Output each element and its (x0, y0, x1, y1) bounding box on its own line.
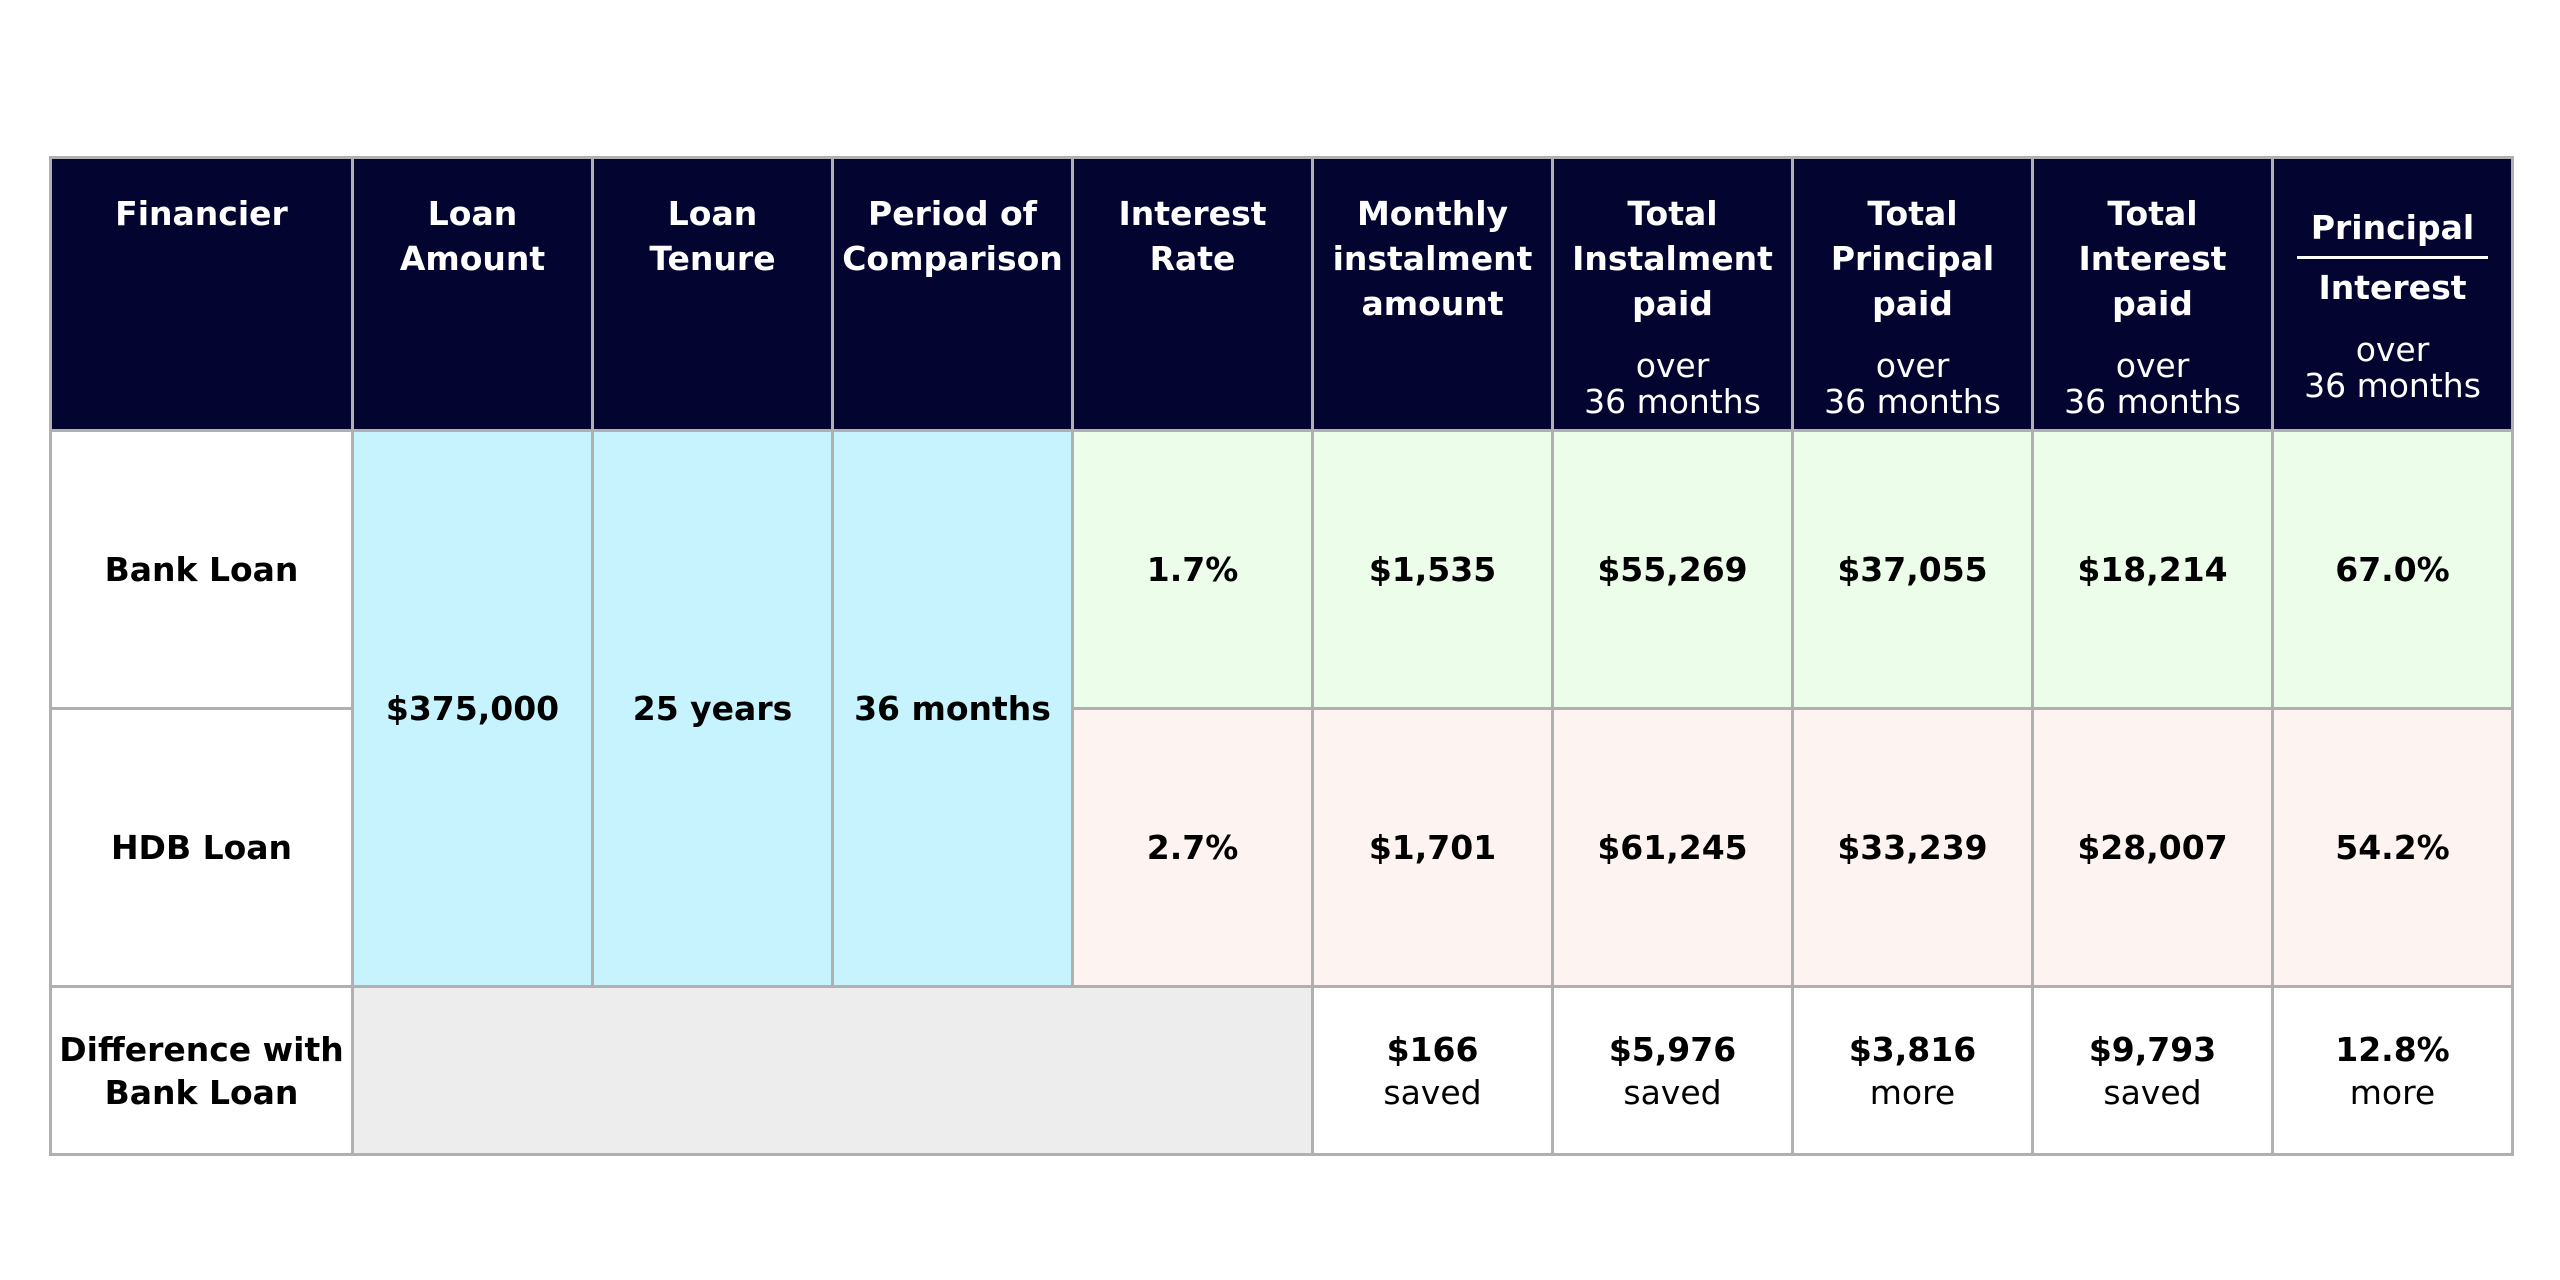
principal-interest-ratio-cell: 67.0% (2271, 429, 2514, 710)
total-instalment-cell: $55,269 (1551, 429, 1794, 710)
principal-difference-cell: $3,816 more (1791, 985, 2034, 1156)
principal-interest-ratio-cell: 54.2% (2271, 707, 2514, 988)
difference-value: 12.8% (2335, 1029, 2450, 1069)
header-total-interest: Total Interest paid over 36 months (2031, 156, 2274, 432)
header-monthly-instalment: Monthly instalment amount (1311, 156, 1554, 432)
monthly-difference-cell: $166 saved (1311, 985, 1554, 1156)
months-label: 36 months (2064, 382, 2241, 421)
blank-cell (351, 985, 1314, 1156)
over-label: over (2355, 330, 2430, 369)
period-cell: 36 months (831, 429, 1074, 988)
over-label: over (1635, 346, 1710, 385)
instalment-difference-cell: $5,976 saved (1551, 985, 1794, 1156)
difference-value: $5,976 (1608, 1029, 1737, 1069)
total-principal-cell: $33,239 (1791, 707, 2034, 988)
financier-cell: Bank Loan (49, 429, 354, 710)
months-label: 36 months (2304, 366, 2481, 405)
header-total-principal: Total Principal paid over 36 months (1791, 156, 2034, 432)
header-period: Period of Comparison (831, 156, 1074, 432)
months-label: 36 months (1584, 382, 1761, 421)
loan-comparison-table: Financier Loan Amount Loan Tenure Period… (49, 156, 2514, 1156)
interest-rate-cell: 1.7% (1071, 429, 1314, 710)
difference-note: saved (1383, 1072, 1482, 1112)
total-interest-cell: $18,214 (2031, 429, 2274, 710)
difference-note: more (2349, 1072, 2436, 1112)
ratio-difference-cell: 12.8% more (2271, 985, 2514, 1156)
financier-cell: HDB Loan (49, 707, 354, 988)
interest-rate-cell: 2.7% (1071, 707, 1314, 988)
difference-row: Difference with Bank Loan $166 saved $5,… (49, 985, 2514, 1156)
over-label: over (1875, 346, 1950, 385)
header-financier: Financier (49, 156, 354, 432)
interest-difference-cell: $9,793 saved (2031, 985, 2274, 1156)
header-total-instalment: Total Instalment paid over 36 months (1551, 156, 1794, 432)
over-label: over (2115, 346, 2190, 385)
header-interest-rate: Interest Rate (1071, 156, 1314, 432)
monthly-instalment-cell: $1,535 (1311, 429, 1554, 710)
difference-note: saved (1623, 1072, 1722, 1112)
loan-tenure-cell: 25 years (591, 429, 834, 988)
fraction-denominator: Interest (2318, 268, 2467, 307)
total-principal-cell: $37,055 (1791, 429, 2034, 710)
total-interest-cell: $28,007 (2031, 707, 2274, 988)
difference-value: $3,816 (1848, 1029, 1977, 1069)
fraction-numerator: Principal (2296, 205, 2489, 259)
header-row: Financier Loan Amount Loan Tenure Period… (49, 156, 2514, 432)
loan-amount-cell: $375,000 (351, 429, 594, 988)
header-loan-tenure: Loan Tenure (591, 156, 834, 432)
difference-value: $9,793 (2088, 1029, 2217, 1069)
hdb-loan-row: HDB Loan 2.7% $1,701 $61,245 $33,239 $28… (49, 707, 2514, 988)
difference-label-cell: Difference with Bank Loan (49, 985, 354, 1156)
bank-loan-row: Bank Loan $375,000 25 years 36 months 1.… (49, 429, 2514, 988)
difference-note: more (1869, 1072, 1956, 1112)
difference-note: saved (2103, 1072, 2202, 1112)
months-label: 36 months (1824, 382, 2001, 421)
difference-value: $166 (1386, 1029, 1479, 1069)
header-loan-amount: Loan Amount (351, 156, 594, 432)
monthly-instalment-cell: $1,701 (1311, 707, 1554, 988)
header-principal-over-interest: Principal Interest over 36 months (2271, 156, 2514, 432)
total-instalment-cell: $61,245 (1551, 707, 1794, 988)
principal-interest-fraction: Principal Interest (2296, 191, 2489, 310)
